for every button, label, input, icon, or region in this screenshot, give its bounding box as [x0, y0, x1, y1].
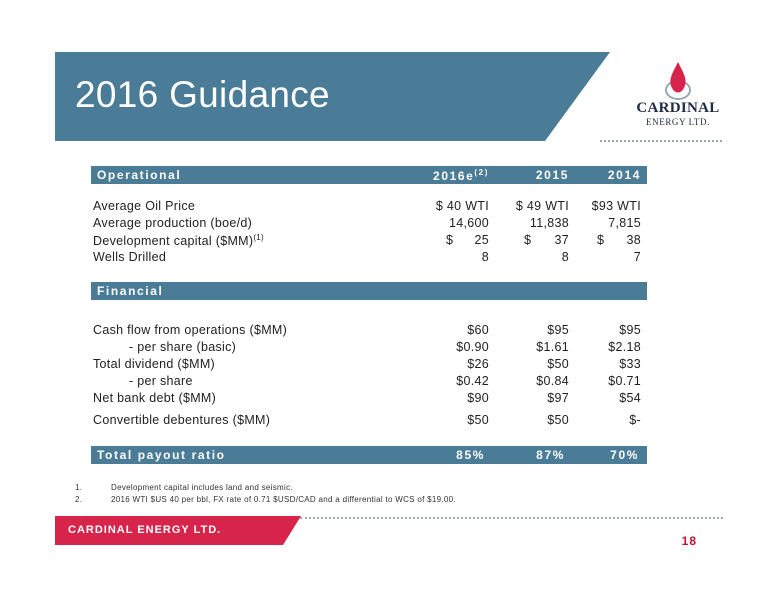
table-row: - per share $0.42 $0.84 $0.71 [129, 374, 641, 388]
slide-title: 2016 Guidance [75, 74, 330, 115]
financial-header: Financial [91, 282, 647, 300]
footnotes: 1. Development capital includes land and … [75, 482, 456, 506]
top-dotted-divider [600, 140, 722, 142]
table-row: Average production (boe/d) 14,600 11,838… [93, 216, 641, 230]
footnote: 2. 2016 WTI $US 40 per bbl, FX rate of 0.… [75, 495, 456, 504]
table-row: Net bank debt ($MM) $90 $97 $54 [93, 391, 641, 405]
table-row: Cash flow from operations ($MM) $60 $95 … [93, 323, 641, 337]
footnote: 1. Development capital includes land and … [75, 483, 293, 492]
footer-band [55, 516, 301, 545]
col-2014: 2014 [607, 168, 641, 182]
col-2015: 2015 [535, 168, 569, 182]
payout-ratio-row: Total payout ratio 85% 87% 70% [91, 446, 647, 464]
payout-label: Total payout ratio [97, 448, 226, 462]
table-row: Total dividend ($MM) $26 $50 $33 [93, 357, 641, 371]
operational-header: Operational 2016e(2) 2015 2014 [91, 166, 647, 184]
page-number: 18 [681, 534, 697, 548]
table-row: - per share (basic) $0.90 $1.61 $2.18 [129, 340, 641, 354]
col-2016e: 2016e(2) [433, 168, 489, 183]
table-row: Convertible debentures ($MM) $50 $50 $- [93, 413, 641, 427]
title-band [55, 52, 610, 141]
logo-subtitle: ENERGY LTD. [646, 117, 710, 127]
footer-brand: CARDINAL ENERGY LTD. [68, 524, 222, 536]
bottom-dotted-divider [300, 517, 723, 519]
table-row: Development capital ($MM)(1) $ 25 $ 37 $… [93, 233, 641, 249]
financial-label: Financial [97, 284, 164, 298]
logo-name: CARDINAL [636, 100, 720, 116]
flame-drop-icon [665, 62, 691, 100]
cardinal-logo [628, 60, 728, 136]
operational-label: Operational [97, 168, 182, 182]
table-row: Wells Drilled 8 8 7 [93, 250, 641, 264]
table-row: Average Oil Price $ 40 WTI $ 49 WTI $93 … [93, 199, 641, 213]
